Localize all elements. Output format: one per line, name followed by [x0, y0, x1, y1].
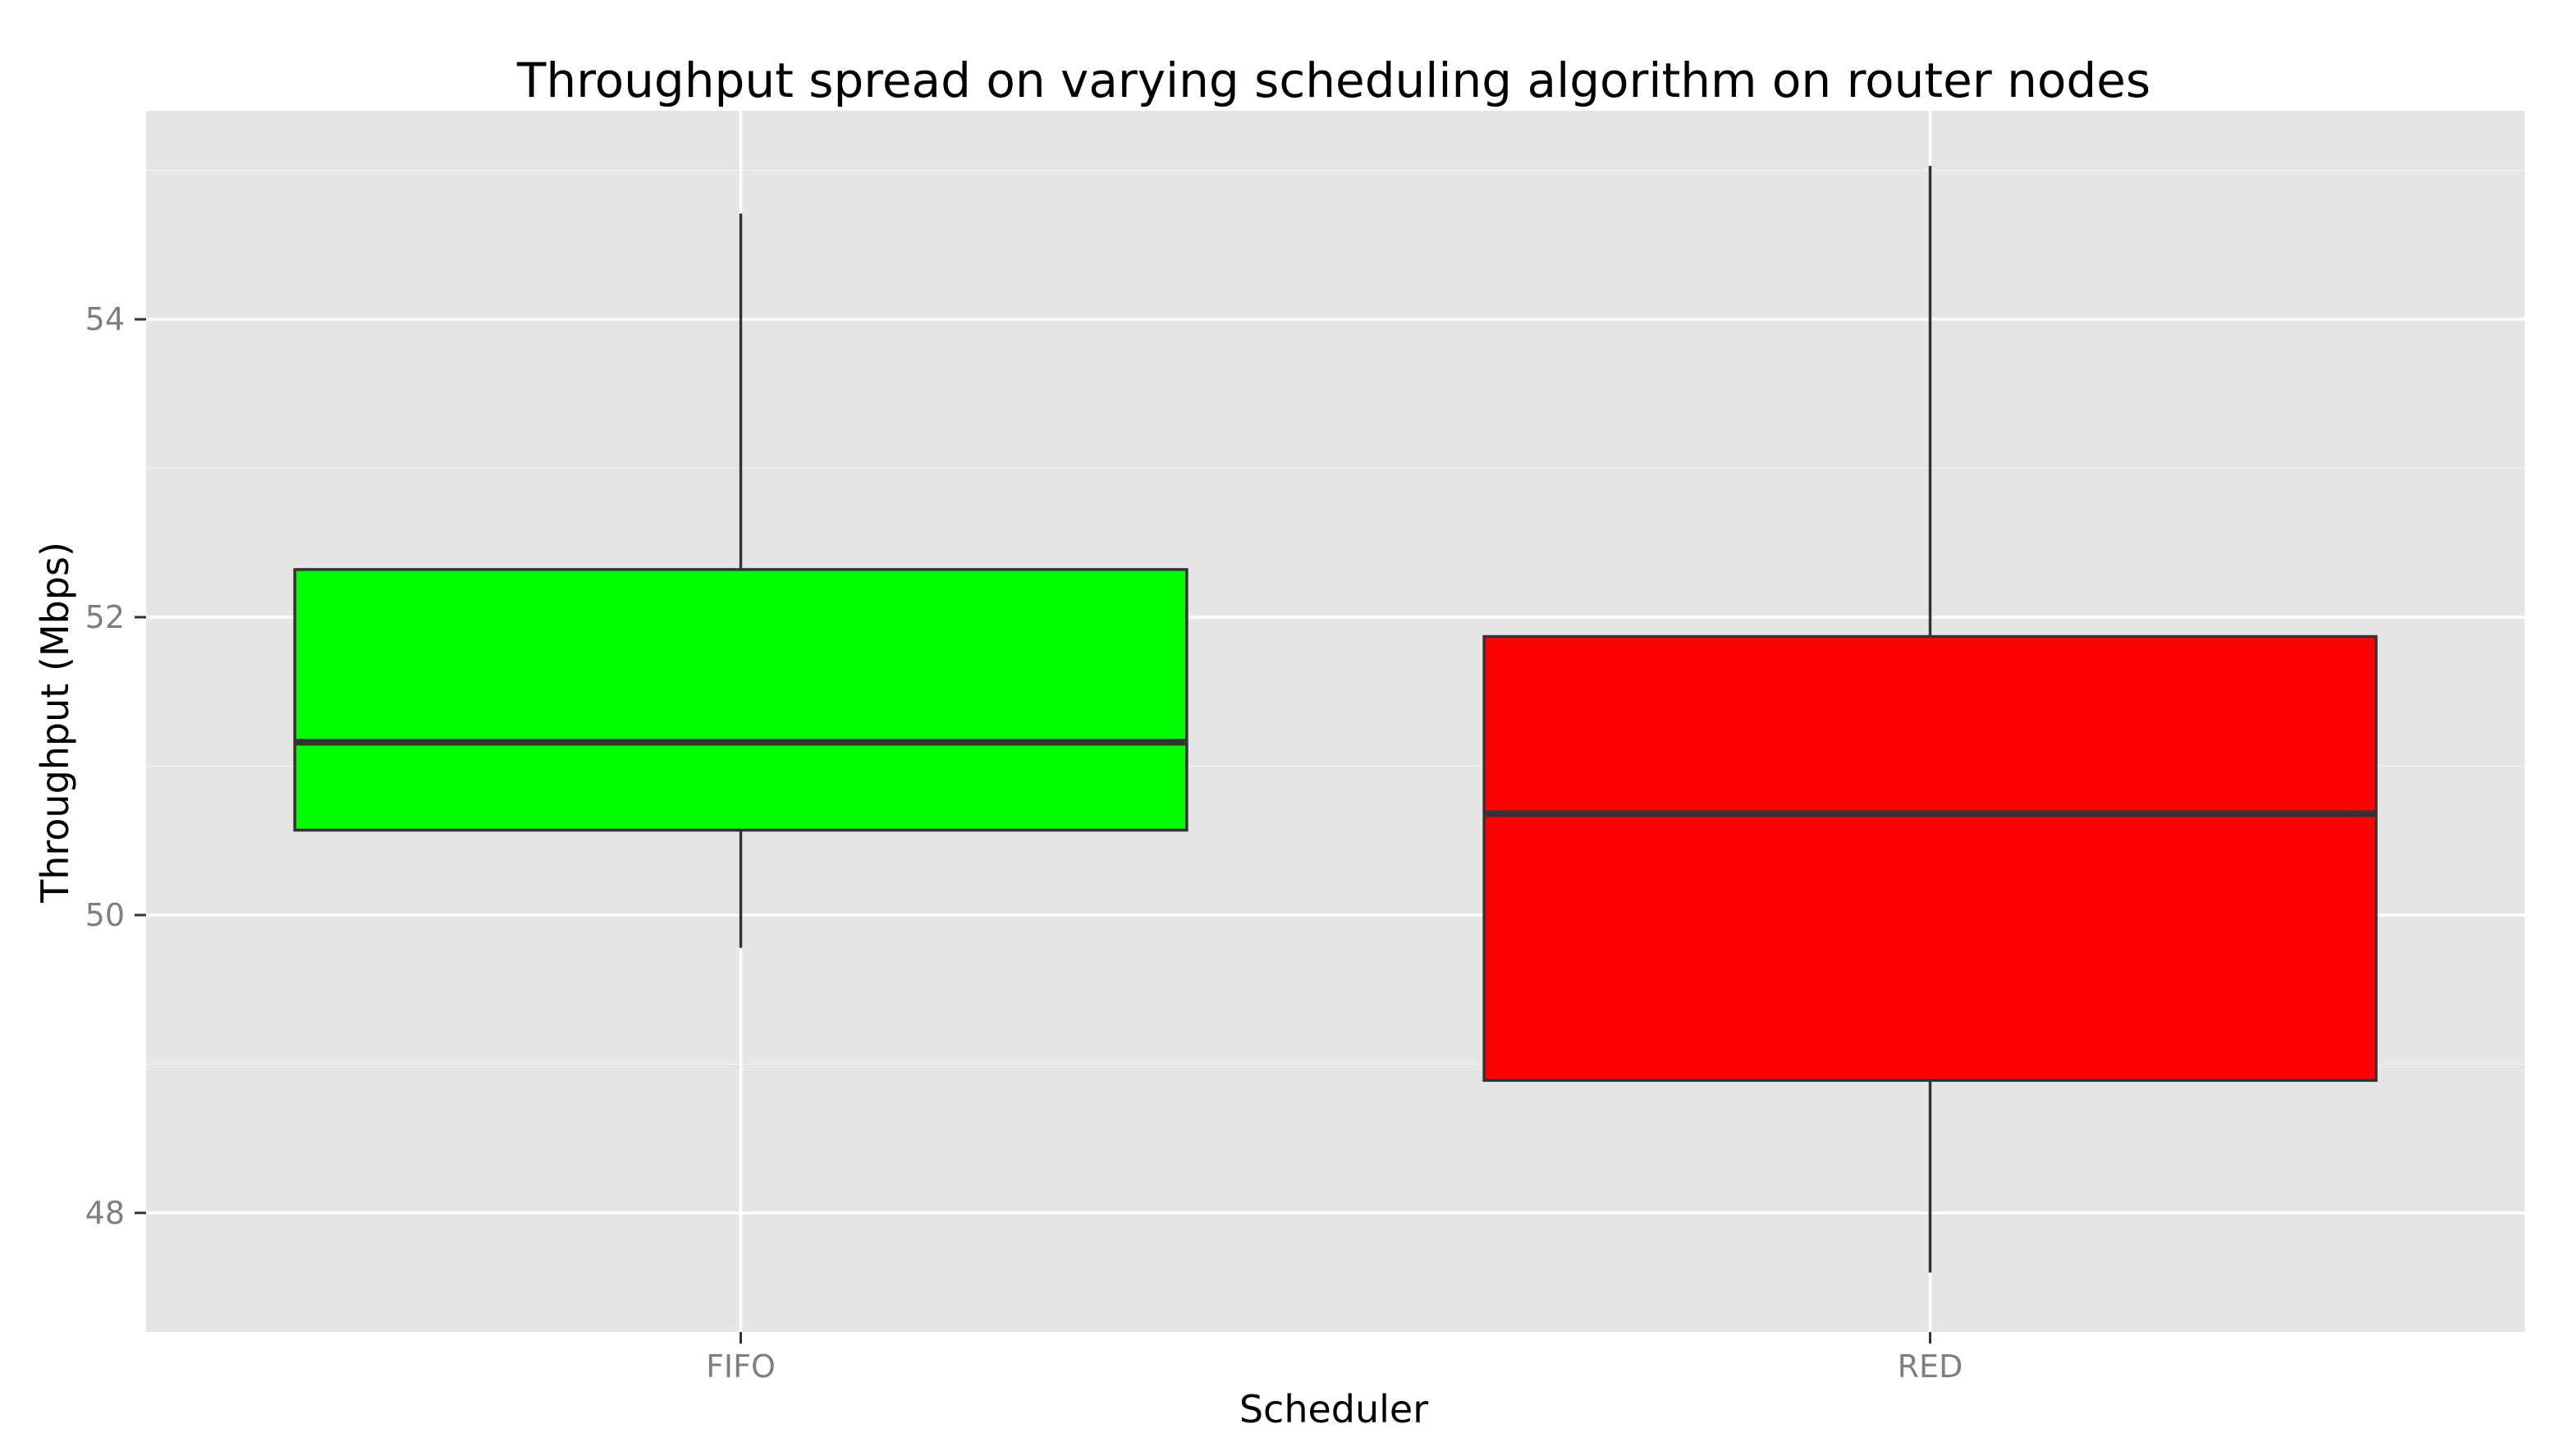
y-tick-label: 48: [85, 1195, 125, 1231]
box-red: [1482, 166, 2378, 1273]
iqr-box: [293, 568, 1189, 832]
boxes-layer: [293, 166, 2378, 1273]
y-tick-label: 52: [85, 599, 125, 635]
y-axis-label: Throughput (Mbps): [33, 542, 77, 904]
chart-title: Throughput spread on varying scheduling …: [516, 53, 2150, 108]
x-axis-label: Scheduler: [1239, 1387, 1428, 1431]
x-axis: FIFO RED: [706, 1332, 1963, 1385]
box-fifo: [293, 213, 1189, 948]
x-tick-label: FIFO: [706, 1348, 776, 1385]
y-tick-label: 50: [85, 897, 125, 933]
x-tick-label: RED: [1898, 1348, 1963, 1385]
y-tick-label: 54: [85, 301, 125, 337]
iqr-box: [1482, 634, 2378, 1083]
y-axis: 48 50 52 54: [85, 301, 146, 1231]
